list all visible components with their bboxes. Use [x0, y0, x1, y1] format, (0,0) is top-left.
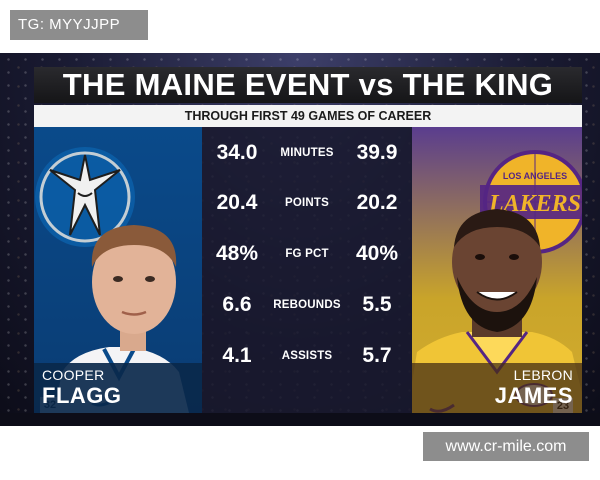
bottom-strip: [0, 413, 600, 426]
stat-row: 4.1 ASSISTS 5.7: [202, 336, 412, 376]
right-stat-value: 40%: [355, 242, 399, 265]
right-first-name: LEBRON: [513, 367, 573, 383]
right-stat-value: 5.5: [362, 293, 392, 316]
right-stat-value: 20.2: [356, 191, 398, 214]
left-stat-value: 4.1: [222, 344, 252, 367]
stat-label: FG PCT: [285, 248, 329, 260]
left-first-name: COOPER: [42, 367, 105, 383]
broadcast-graphic: THE MAINE EVENT vs THE KING THROUGH FIRS…: [0, 53, 600, 426]
stat-row: 34.0 MINUTES 39.9: [202, 133, 412, 173]
left-stat-value: 48%: [215, 242, 259, 265]
stat-row: 48% FG PCT 40%: [202, 234, 412, 274]
right-name-plate: LEBRON JAMES: [412, 363, 582, 413]
right-stat-value: 5.7: [362, 344, 392, 367]
left-last-name: FLAGG: [42, 383, 122, 408]
stat-label: ASSISTS: [281, 350, 333, 362]
left-stat-value: 6.6: [222, 293, 252, 316]
right-stat-value: 39.9: [356, 141, 398, 164]
stat-row: 6.6 REBOUNDS 5.5: [202, 285, 412, 325]
watermark-badge: www.cr-mile.com: [423, 432, 589, 461]
stat-label: MINUTES: [280, 147, 334, 159]
stats-panel: 34.0 MINUTES 39.9 20.4 POINTS 20.2 48% F…: [202, 127, 412, 413]
tg-badge: TG: MYYJJPP: [10, 10, 148, 40]
stat-label: REBOUNDS: [273, 299, 341, 311]
right-last-name: JAMES: [494, 383, 573, 408]
graphic-subtitle: THROUGH FIRST 49 GAMES OF CAREER: [34, 105, 582, 127]
left-stat-value: 20.4: [216, 191, 258, 214]
stat-label: POINTS: [284, 197, 329, 209]
svg-text:LOS ANGELES: LOS ANGELES: [503, 171, 567, 181]
mavericks-logo-icon: [35, 147, 135, 247]
graphic-title: THE MAINE EVENT vs THE KING: [34, 67, 582, 103]
left-name-plate: COOPER FLAGG: [34, 363, 202, 413]
stat-row: 20.4 POINTS 20.2: [202, 183, 412, 223]
left-stat-value: 34.0: [216, 141, 258, 164]
